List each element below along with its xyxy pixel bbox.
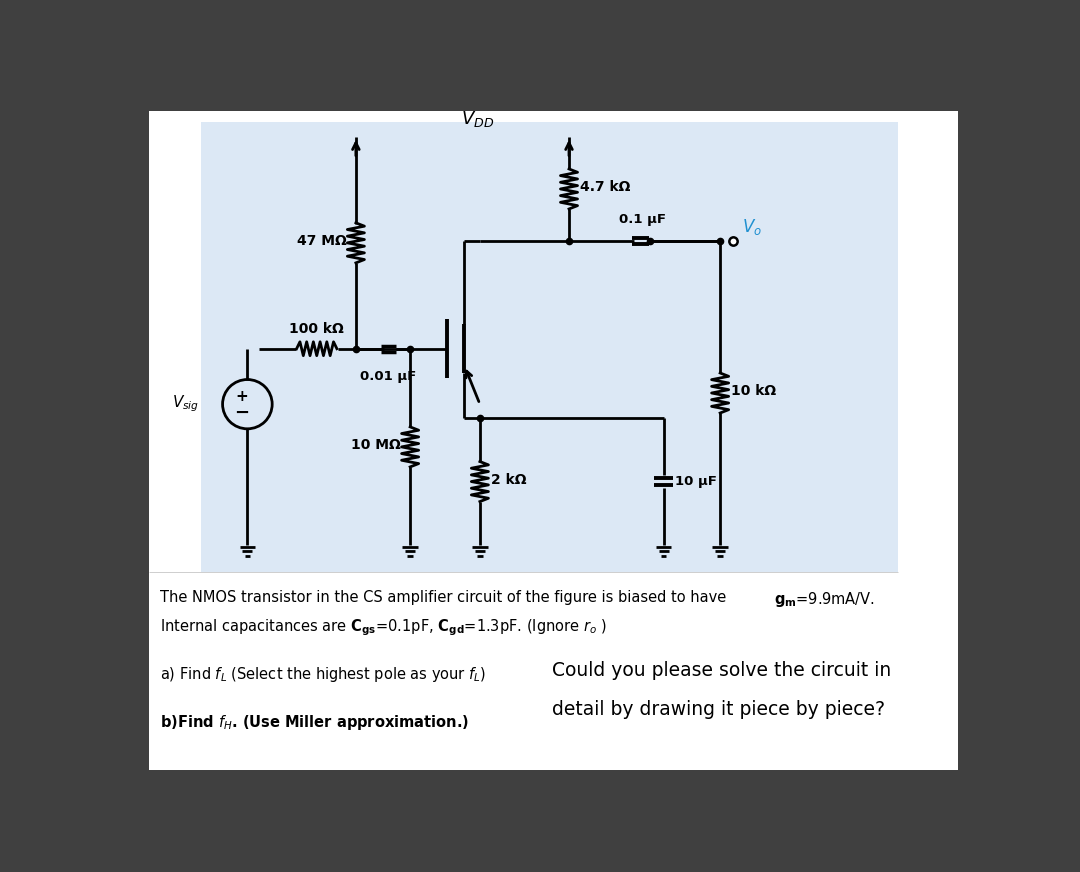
Text: 4.7 kΩ: 4.7 kΩ — [580, 181, 631, 194]
Text: 0.01 µF: 0.01 µF — [361, 371, 417, 384]
Text: detail by drawing it piece by piece?: detail by drawing it piece by piece? — [552, 700, 885, 719]
Text: Could you please solve the circuit in: Could you please solve the circuit in — [552, 661, 891, 680]
Text: 0.1 µF: 0.1 µF — [619, 213, 665, 226]
Text: a) Find $\it{f_L}$ (Select the highest pole as your $\it{f_L}$): a) Find $\it{f_L}$ (Select the highest p… — [160, 665, 486, 685]
Text: 10 MΩ: 10 MΩ — [351, 439, 401, 453]
Text: −: − — [234, 405, 249, 422]
Text: +: + — [235, 389, 248, 404]
FancyBboxPatch shape — [201, 121, 899, 572]
Text: $V_{sig}$: $V_{sig}$ — [172, 394, 200, 414]
FancyBboxPatch shape — [149, 111, 958, 770]
Text: 100 kΩ: 100 kΩ — [289, 322, 345, 336]
Text: b)Find $\it{f_H}$. (Use Miller approximation.): b)Find $\it{f_H}$. (Use Miller approxima… — [160, 713, 469, 732]
Text: $\bf{g_m}$=9.9mA/V.: $\bf{g_m}$=9.9mA/V. — [773, 589, 874, 609]
Text: 2 kΩ: 2 kΩ — [490, 473, 526, 487]
Text: 10 kΩ: 10 kΩ — [731, 385, 777, 399]
Text: 47 MΩ: 47 MΩ — [297, 235, 347, 249]
Text: $V_o$: $V_o$ — [742, 217, 761, 237]
Text: The NMOS transistor in the CS amplifier circuit of the figure is biased to have: The NMOS transistor in the CS amplifier … — [160, 589, 731, 605]
Text: Internal capacitances are $\bf{C_{gs}}$=0.1pF, $\bf{C_{gd}}$=1.3pF. (Ignore $\it: Internal capacitances are $\bf{C_{gs}}$=… — [160, 617, 607, 638]
Text: 10 µF: 10 µF — [675, 475, 717, 488]
Text: $V_{DD}$: $V_{DD}$ — [461, 109, 495, 129]
